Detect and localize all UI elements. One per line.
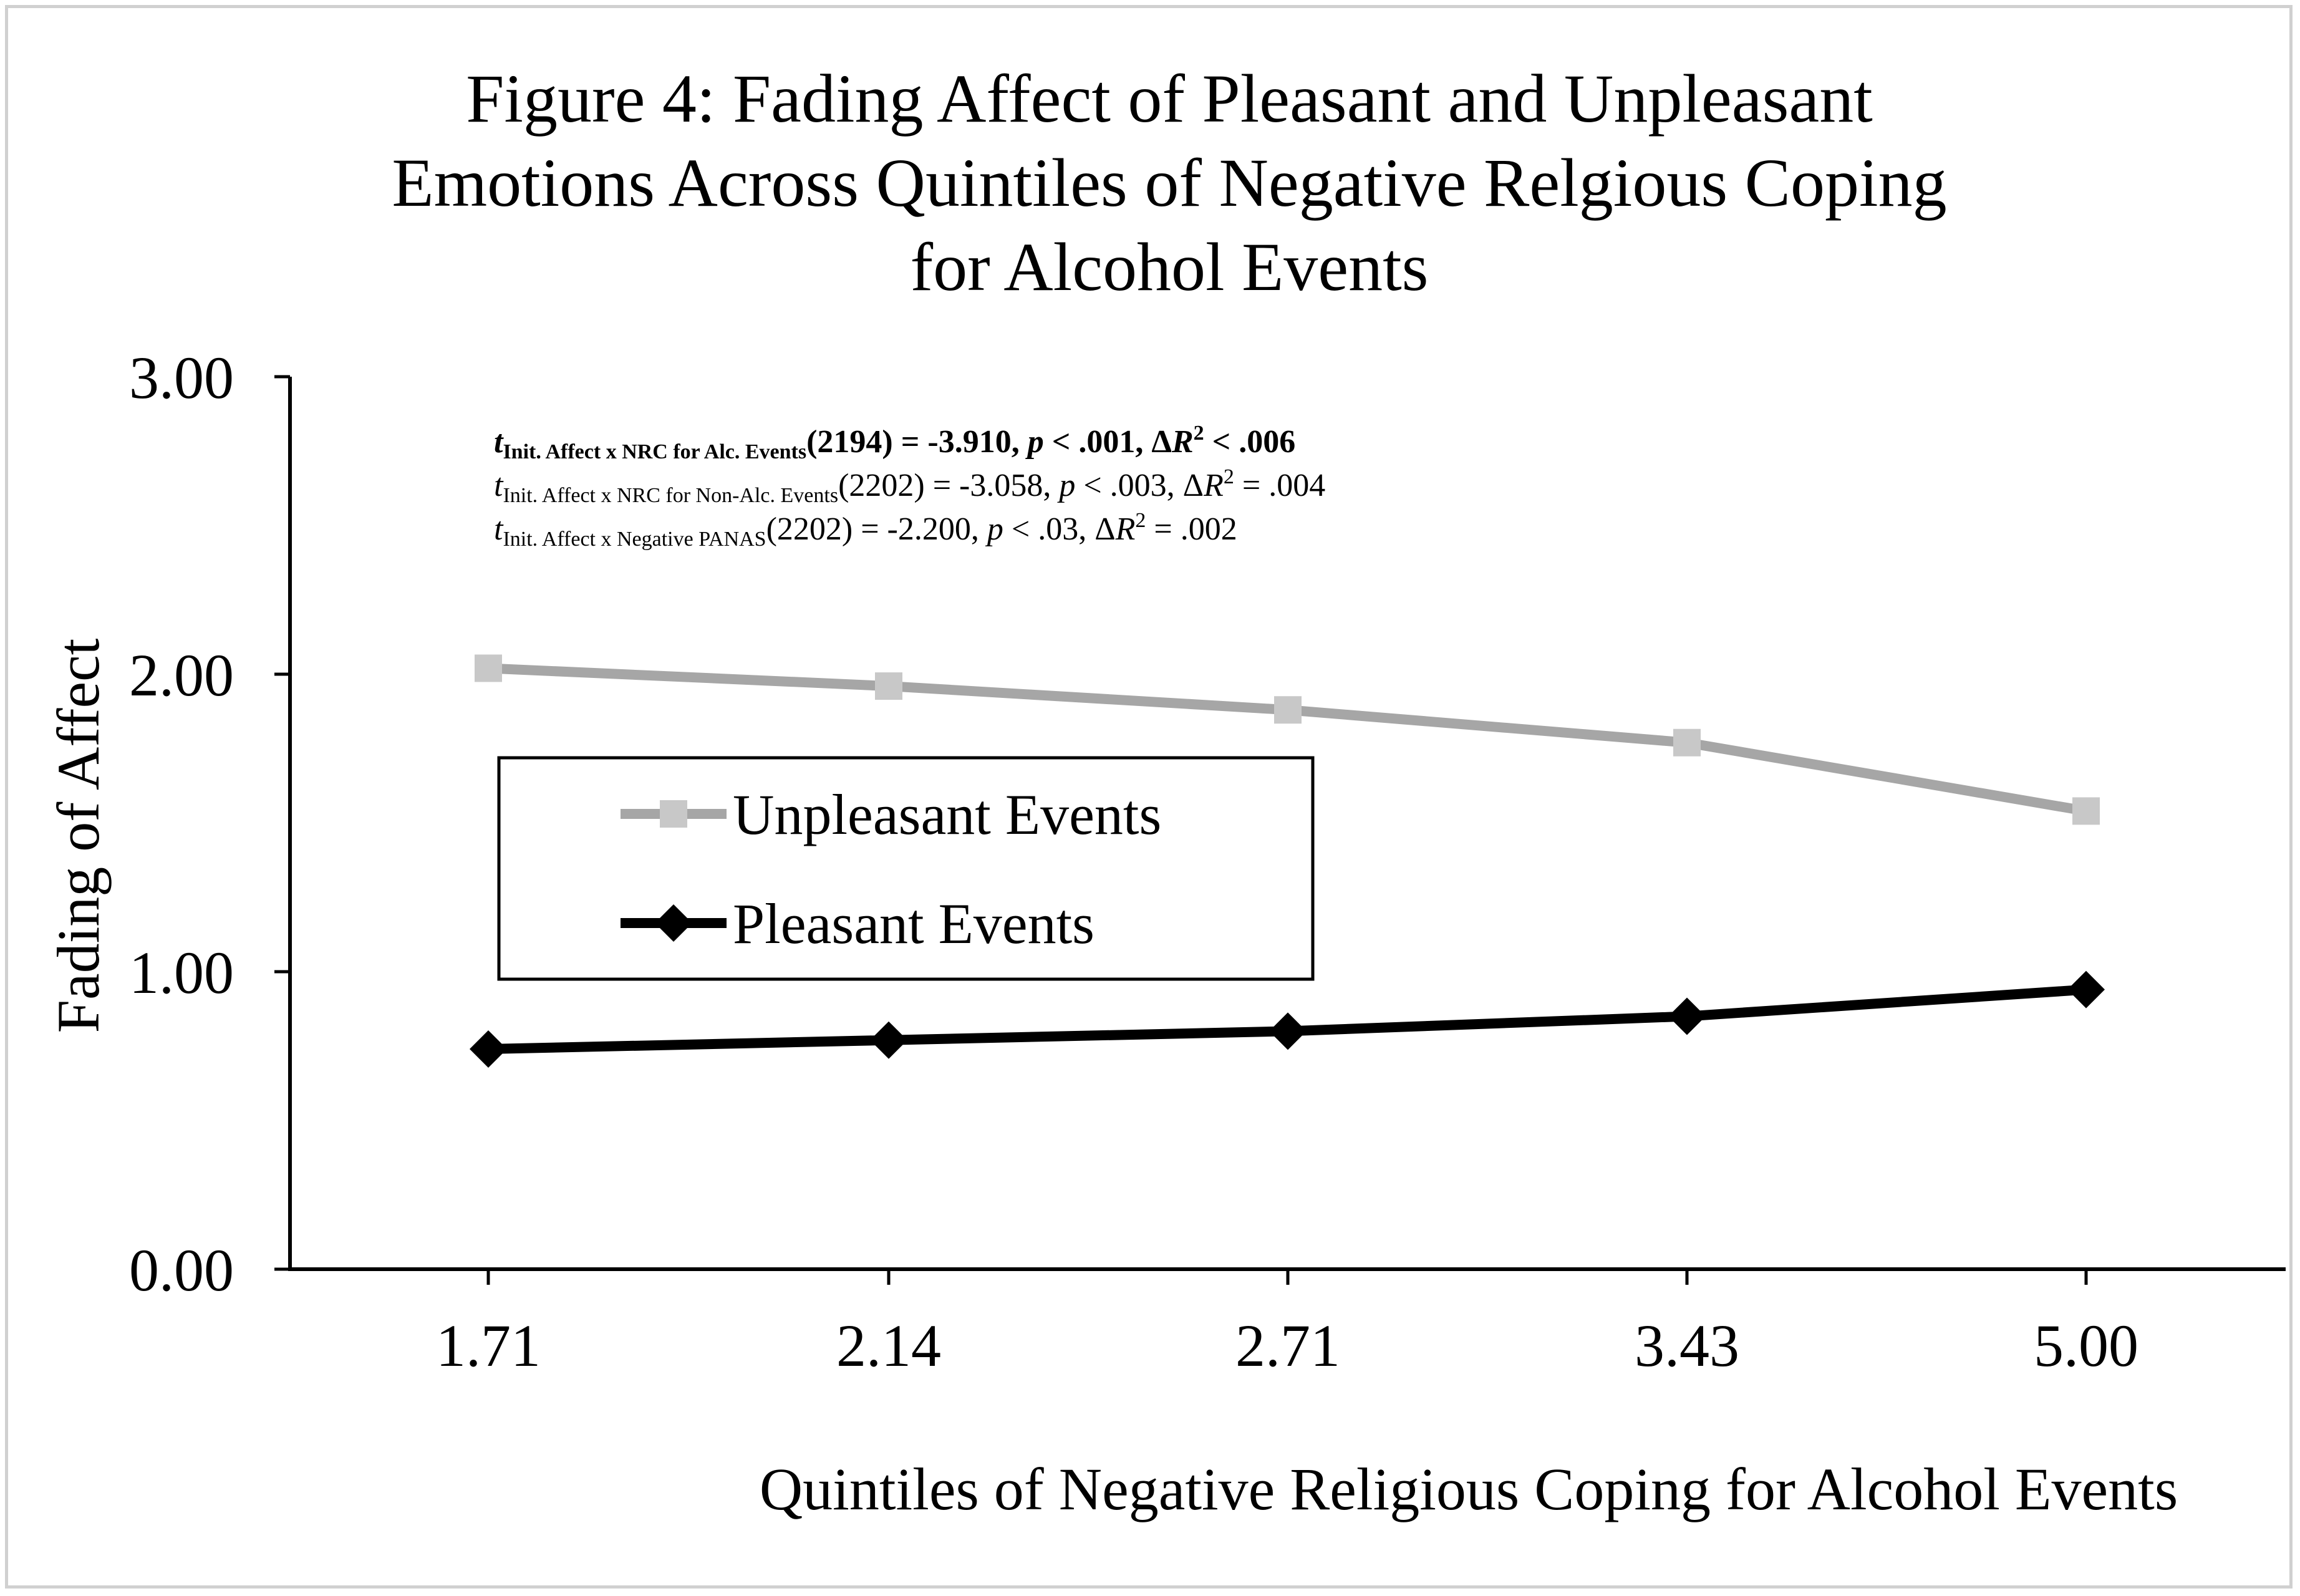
series-pleasant-events	[470, 970, 2105, 1068]
annotation-superscript: 2	[1224, 465, 1234, 488]
data-point-diamond	[2067, 970, 2105, 1008]
series-unpleasant-events	[475, 654, 2100, 825]
y-axis-label: Fading of Affect	[45, 638, 112, 1033]
series-layer	[470, 654, 2105, 1068]
y-tick-label: 0.00	[129, 1237, 234, 1303]
annotation-subscript: Init. Affect x NRC for Non-Alc. Events	[503, 484, 838, 507]
annotation-p: p	[985, 511, 1003, 547]
annotation-line: tInit. Affect x NRC for Alc. Events(2194…	[494, 422, 1295, 463]
data-point-square	[2072, 797, 2100, 825]
y-tick-label: 1.00	[129, 939, 234, 1006]
chart-title-line-2: Emotions Across Quintiles of Negative Re…	[392, 145, 1946, 221]
data-point-diamond	[470, 1030, 507, 1068]
annotation-p-value: < .001, Δ	[1044, 424, 1172, 460]
annotation-t: t	[494, 511, 504, 547]
legend-entries: Unpleasant Events Pleasant Events	[621, 783, 1161, 955]
annotation-p: p	[1025, 424, 1044, 460]
legend-label: Pleasant Events	[733, 892, 1094, 955]
annotation-effect: < .006	[1204, 424, 1296, 460]
annotation-r: R	[1115, 511, 1136, 547]
data-point-diamond	[870, 1021, 907, 1059]
annotation-p: p	[1056, 468, 1075, 503]
legend-marker-diamond	[655, 904, 692, 942]
legend-label: Unpleasant Events	[733, 783, 1161, 846]
y-tick-label: 3.00	[129, 344, 234, 411]
legend-entry: Pleasant Events	[621, 892, 1094, 955]
data-point-diamond	[1269, 1012, 1307, 1050]
annotation-subscript: Init. Affect x Negative PANAS	[503, 528, 766, 551]
statistics-annotations: tInit. Affect x NRC for Alc. Events(2194…	[494, 422, 1325, 551]
chart-title: Figure 4: Fading Affect of Pleasant and …	[392, 60, 1946, 305]
data-point-square	[875, 672, 902, 700]
chart-title-line-3: for Alcohol Events	[911, 229, 1429, 305]
annotation-superscript: 2	[1194, 422, 1204, 445]
annotation-p-value: < .003, Δ	[1075, 468, 1204, 503]
annotation-subscript: Init. Affect x NRC for Alc. Events	[503, 440, 806, 463]
x-tick-label: 2.14	[836, 1312, 941, 1379]
annotation-effect: = .004	[1234, 468, 1325, 503]
x-tick-label: 2.71	[1235, 1312, 1340, 1379]
annotation-stat: (2202) = -2.200,	[766, 511, 987, 547]
data-point-square	[1274, 696, 1302, 724]
annotation-stat: (2202) = -3.058,	[838, 468, 1059, 503]
annotation-r: R	[1171, 424, 1194, 460]
y-tick-label: 2.00	[129, 642, 234, 709]
annotation-p-value: < .03, Δ	[1003, 511, 1116, 547]
annotation-stat: (2194) = -3.910,	[806, 424, 1028, 460]
x-tick-label: 1.71	[436, 1312, 541, 1379]
data-point-square	[1673, 728, 1701, 757]
chart-title-line-1: Figure 4: Fading Affect of Pleasant and …	[466, 60, 1873, 137]
annotation-line: tInit. Affect x NRC for Non-Alc. Events(…	[494, 465, 1325, 507]
annotation-effect: = .002	[1146, 511, 1237, 547]
annotation-line: tInit. Affect x Negative PANAS(2202) = -…	[494, 509, 1237, 551]
x-axis-ticks: 1.71 2.14 2.71 3.43 5.00	[436, 1269, 2138, 1379]
annotation-superscript: 2	[1135, 509, 1146, 532]
x-tick-label: 3.43	[1635, 1312, 1739, 1379]
annotation-r: R	[1203, 468, 1224, 503]
y-axis-ticks: 0.00 1.00 2.00 3.00	[129, 344, 290, 1303]
legend: Unpleasant Events Pleasant Events	[497, 756, 1315, 981]
annotation-t: t	[494, 424, 504, 460]
data-point-square	[475, 654, 502, 682]
legend-entry: Unpleasant Events	[621, 783, 1161, 846]
legend-marker-square	[660, 800, 687, 828]
x-axis-label: Quintiles of Negative Religious Coping f…	[760, 1456, 2178, 1522]
legend-box	[497, 756, 1315, 981]
x-tick-label: 5.00	[2034, 1312, 2138, 1379]
data-point-diamond	[1668, 997, 1706, 1035]
annotation-t: t	[494, 468, 504, 503]
